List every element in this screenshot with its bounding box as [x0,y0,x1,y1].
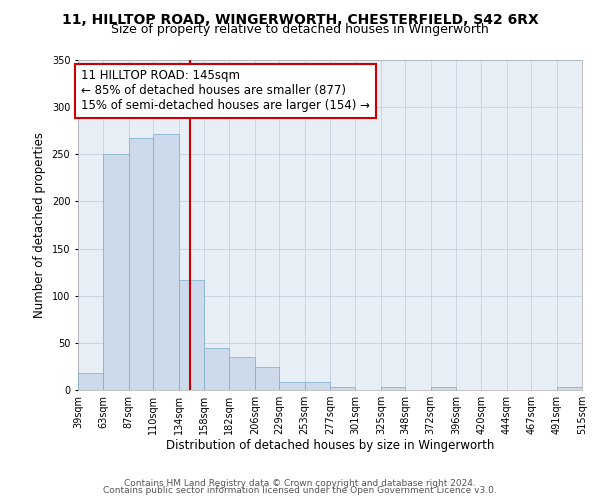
Bar [305,382,330,390]
Bar [330,387,355,390]
Bar [557,387,582,390]
Text: Contains public sector information licensed under the Open Government Licence v3: Contains public sector information licen… [103,486,497,495]
Text: Contains HM Land Registry data © Crown copyright and database right 2024.: Contains HM Land Registry data © Crown c… [124,478,476,488]
Bar [78,373,103,390]
Bar [204,348,229,390]
Bar [381,387,405,390]
Bar [103,154,129,390]
Bar [255,368,279,390]
Y-axis label: Number of detached properties: Number of detached properties [33,132,46,318]
X-axis label: Distribution of detached houses by size in Wingerworth: Distribution of detached houses by size … [166,438,494,452]
Text: 11, HILLTOP ROAD, WINGERWORTH, CHESTERFIELD, S42 6RX: 11, HILLTOP ROAD, WINGERWORTH, CHESTERFI… [62,12,538,26]
Bar [431,387,456,390]
Bar [179,280,204,390]
Text: 11 HILLTOP ROAD: 145sqm
← 85% of detached houses are smaller (877)
15% of semi-d: 11 HILLTOP ROAD: 145sqm ← 85% of detache… [81,70,370,112]
Text: Size of property relative to detached houses in Wingerworth: Size of property relative to detached ho… [111,22,489,36]
Bar [229,357,255,390]
Bar [129,138,153,390]
Bar [153,134,179,390]
Bar [279,382,305,390]
